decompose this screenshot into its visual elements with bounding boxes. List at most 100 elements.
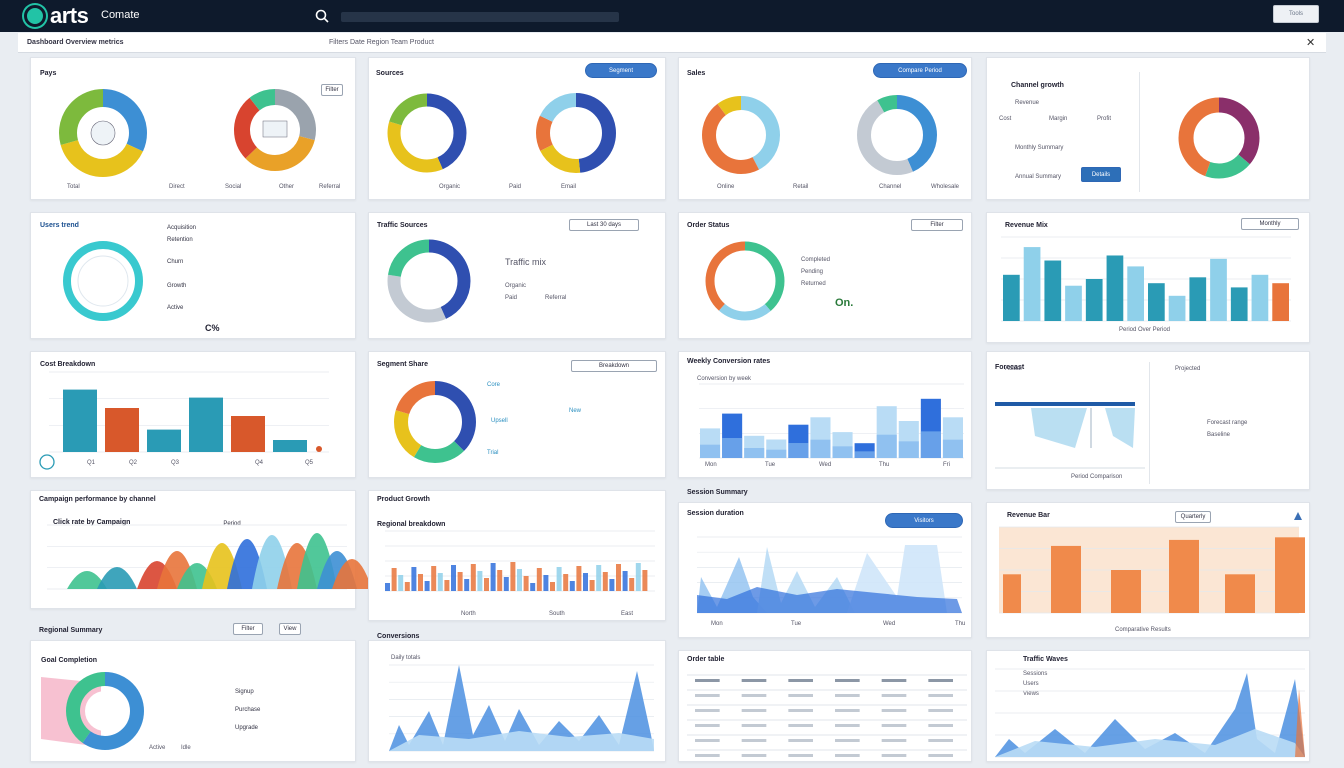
table-cell	[928, 709, 953, 712]
tools-button[interactable]: Tools	[1273, 5, 1319, 23]
x-tick-label: Thu	[879, 462, 890, 468]
chart-label: Idle	[181, 745, 191, 751]
bar	[550, 582, 555, 591]
filter-bar-filters[interactable]: Filters Date Region Team Product	[329, 39, 434, 46]
chart-label: Organic	[439, 184, 461, 190]
app-logo[interactable]: arts	[24, 3, 89, 29]
table-cell	[835, 724, 860, 727]
close-icon[interactable]: ✕	[1306, 37, 1316, 49]
bar	[391, 568, 397, 591]
logo-icon	[24, 5, 46, 27]
bar	[642, 570, 648, 591]
segment-button[interactable]: Segment	[585, 63, 657, 78]
table-cell	[695, 754, 720, 757]
donut-chart	[41, 672, 144, 750]
legend-item: Users	[1023, 681, 1039, 687]
x-tick-label: Q2	[129, 460, 138, 466]
legend-item: Cost	[999, 116, 1012, 122]
bar	[635, 563, 641, 591]
bar	[622, 571, 628, 591]
chart-text: Organic	[505, 283, 527, 289]
monthly-dropdown[interactable]: Monthly	[1241, 218, 1299, 230]
bar	[1210, 258, 1227, 321]
filter-tag[interactable]: Filter	[321, 84, 343, 96]
area-chart	[389, 664, 654, 752]
panel-users-trend: Users trend Acquisition Retention Churn …	[30, 212, 356, 339]
table-cell	[741, 739, 767, 742]
panel-title: Sales	[687, 70, 706, 77]
area	[1295, 689, 1305, 757]
table-cell	[741, 679, 767, 682]
bar	[1275, 537, 1305, 613]
area-chart	[995, 668, 1305, 758]
period-dropdown[interactable]: Last 30 days	[569, 219, 639, 231]
filter-bar: Dashboard Overview metrics Filters Date …	[18, 33, 1326, 53]
panel-subtitle: Daily totals	[391, 655, 421, 661]
bar	[1044, 260, 1062, 321]
bar	[700, 444, 721, 458]
bar	[596, 565, 602, 591]
table-cell	[695, 679, 720, 682]
visitors-button[interactable]: Visitors	[885, 513, 963, 528]
bar	[563, 574, 569, 591]
period-tag[interactable]: Period	[217, 518, 247, 530]
panel-channel-growth: Channel growth Revenue Cost Margin Profi…	[986, 57, 1310, 200]
quarterly-dropdown[interactable]: Quarterly	[1175, 511, 1211, 523]
list-item: Signup	[235, 689, 254, 695]
panel-title: Traffic Sources	[377, 222, 428, 229]
bar	[1065, 285, 1082, 321]
bar	[105, 408, 139, 452]
bar	[451, 565, 456, 591]
bar	[385, 583, 390, 591]
pin-icon[interactable]	[1293, 511, 1303, 521]
bar	[503, 577, 509, 591]
x-tick-label: Tue	[791, 621, 802, 627]
big-value: C%	[205, 323, 220, 333]
x-tick-label: Q3	[171, 460, 180, 466]
breakdown-dropdown[interactable]: Breakdown	[571, 360, 657, 372]
table-cell	[928, 739, 953, 742]
panel-campaign-performance: Campaign performance by channel Click ra…	[30, 490, 372, 609]
filter-tag[interactable]: Filter	[911, 219, 963, 231]
bar	[589, 580, 595, 591]
chart-text: Pending	[801, 269, 824, 275]
chart-label: Referral	[319, 184, 341, 190]
x-tick-label: East	[621, 611, 634, 617]
bar	[63, 389, 97, 452]
panel-title: Pays	[40, 70, 57, 77]
bar	[722, 438, 743, 458]
bar	[1023, 247, 1041, 321]
panel-title: Segment Share	[377, 361, 428, 368]
bar-chart	[39, 371, 329, 470]
filter-tag[interactable]: Filter	[233, 623, 263, 635]
x-tick-label: Mon	[711, 621, 723, 627]
column-label: Actual	[1005, 366, 1022, 372]
search-input[interactable]	[341, 12, 619, 22]
panel-product-growth: Product Growth Regional breakdown North …	[368, 490, 666, 621]
bar	[1230, 287, 1248, 321]
chart-footer: Period Comparison	[1071, 474, 1123, 480]
legend-item: New	[569, 408, 582, 414]
bar	[523, 576, 529, 591]
chart-footer: Comparative Results	[1115, 627, 1171, 633]
details-button[interactable]: Details	[1081, 167, 1121, 182]
bar	[411, 567, 417, 591]
donut-chart	[387, 239, 471, 323]
big-value: On.	[835, 297, 854, 309]
view-tag[interactable]: View	[279, 623, 301, 635]
bar	[569, 581, 575, 591]
bar	[898, 441, 919, 458]
compare-period-button[interactable]: Compare Period	[873, 63, 967, 78]
bar	[1148, 283, 1165, 321]
table-cell	[835, 739, 860, 742]
x-tick-label: Wed	[883, 621, 896, 627]
search-icon[interactable]	[315, 9, 329, 23]
panel-title: Sources	[376, 70, 404, 77]
bar-chart	[699, 383, 964, 459]
table-row: Active	[167, 305, 184, 311]
chart-text: Baseline	[1207, 432, 1231, 438]
bar	[629, 578, 635, 591]
table-cell	[741, 694, 767, 697]
table-cell	[695, 724, 720, 727]
panel-weekly-conversion: Weekly Conversion rates Conversion by we…	[678, 351, 972, 478]
